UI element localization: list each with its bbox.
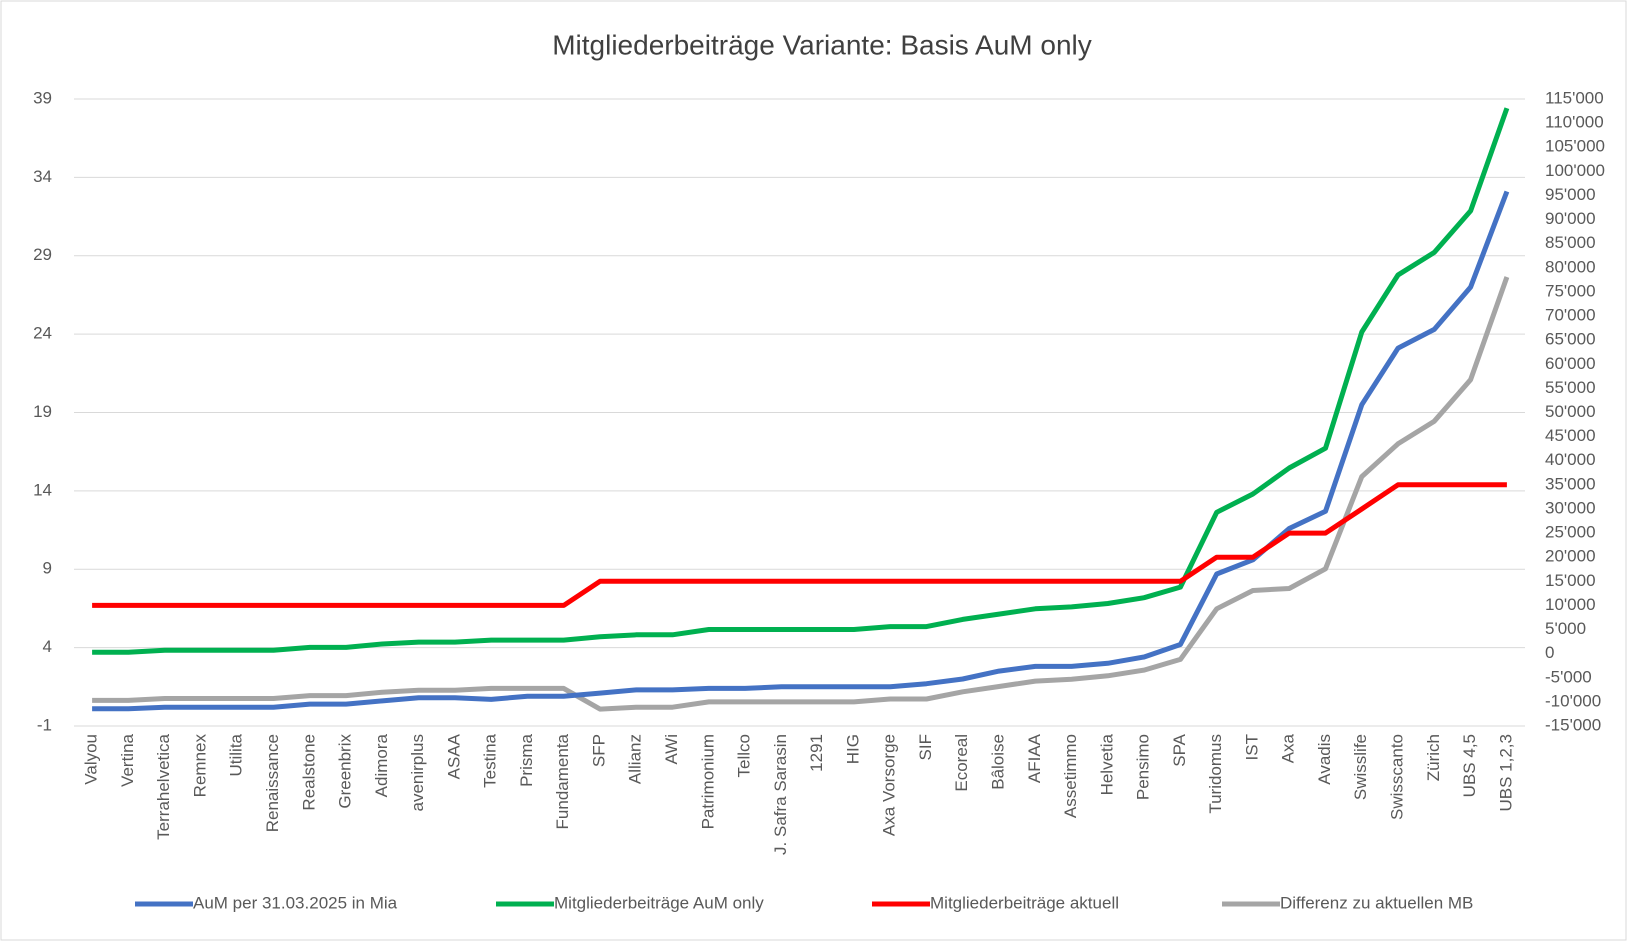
chart-title: Mitgliederbeiträge Variante: Basis AuM o…	[552, 29, 1092, 60]
x-tick-label: Helvetia	[1097, 733, 1116, 795]
y-tick-label: 9	[43, 559, 52, 578]
y-tick-label: 14	[33, 480, 52, 499]
y2-tick-label: 40'000	[1545, 450, 1596, 469]
x-tick-label: ASAA	[444, 733, 463, 779]
x-tick-label: Axa	[1279, 733, 1298, 763]
x-tick-label: Allianz	[626, 734, 645, 784]
x-tick-label: Avadis	[1315, 734, 1334, 785]
x-tick-label: SFP	[589, 734, 608, 767]
y2-tick-label: 55'000	[1545, 378, 1596, 397]
y2-tick-label: 115'000	[1545, 88, 1604, 107]
y2-tick-label: 60'000	[1545, 354, 1596, 373]
x-tick-label: SPA	[1170, 733, 1189, 766]
x-tick-label: Utilita	[227, 733, 246, 776]
y2-tick-label: 25'000	[1545, 523, 1596, 542]
x-tick-label: Zürich	[1424, 734, 1443, 781]
legend-label: Mitgliederbeiträge aktuell	[930, 893, 1119, 912]
x-tick-label: Terrahelvetica	[154, 733, 173, 839]
x-tick-label: SIF	[916, 734, 935, 760]
y2-tick-label: 100'000	[1545, 161, 1605, 180]
legend-label: Mitgliederbeiträge AuM only	[554, 893, 764, 912]
x-tick-label: Swisslife	[1351, 734, 1370, 800]
y2-tick-label: -5'000	[1545, 667, 1592, 686]
y2-tick-label: 45'000	[1545, 426, 1596, 445]
x-tick-label: Greenbrix	[336, 734, 355, 809]
x-tick-label: avenirplus	[408, 734, 427, 812]
x-tick-label: Swisscanto	[1388, 734, 1407, 820]
y2-tick-label: 30'000	[1545, 498, 1596, 517]
line-series	[92, 482, 1507, 608]
x-tick-label: AFIAA	[1025, 733, 1044, 783]
x-tick-label: 1291	[807, 734, 826, 772]
y-tick-label: 34	[33, 167, 52, 186]
y2-tick-label: 75'000	[1545, 281, 1596, 300]
x-tick-label: Assetimmo	[1061, 734, 1080, 818]
x-tick-label: Prisma	[517, 733, 536, 786]
y2-tick-label: 80'000	[1545, 257, 1596, 276]
x-tick-label: UBS 4,5	[1460, 734, 1479, 797]
x-tick-label: AWi	[662, 734, 681, 765]
x-tick-label: Turidomus	[1206, 734, 1225, 814]
x-tick-label: Pensimo	[1134, 734, 1153, 800]
y2-tick-label: 35'000	[1545, 474, 1596, 493]
y2-tick-label: 15'000	[1545, 571, 1596, 590]
y-tick-label: 24	[33, 324, 52, 343]
y2-tick-label: 90'000	[1545, 209, 1596, 228]
x-tick-label: Remnex	[190, 734, 209, 798]
x-tick-label: Patrimonium	[698, 734, 717, 829]
x-tick-label: IST	[1242, 734, 1261, 760]
x-tick-label: Valyou	[82, 734, 101, 785]
x-tick-label: Renaissance	[263, 734, 282, 832]
legend-label: AuM per 31.03.2025 in Mia	[193, 893, 398, 912]
y2-tick-label: -15'000	[1545, 715, 1601, 734]
x-tick-label: UBS 1,2,3	[1496, 734, 1515, 812]
y-tick-label: 4	[43, 637, 52, 656]
y2-tick-label: -10'000	[1545, 691, 1601, 710]
legend-label: Differenz zu aktuellen MB	[1280, 893, 1473, 912]
y-tick-label: 29	[33, 245, 52, 264]
y2-tick-label: 95'000	[1545, 185, 1596, 204]
y2-tick-label: 0	[1545, 643, 1554, 662]
y2-tick-label: 20'000	[1545, 547, 1596, 566]
x-tick-label: Tellco	[735, 734, 754, 777]
x-tick-label: Testina	[481, 733, 500, 787]
line-series	[92, 107, 1510, 655]
x-tick-label: J. Safra Sarasin	[771, 734, 790, 855]
x-tick-label: Realstone	[299, 734, 318, 811]
y2-tick-label: 50'000	[1545, 402, 1596, 421]
x-tick-label: Adimora	[372, 733, 391, 797]
y2-tick-label: 110'000	[1545, 113, 1604, 132]
y-tick-label: -1	[37, 715, 52, 734]
y-tick-label: 19	[33, 402, 52, 421]
y2-tick-label: 85'000	[1545, 233, 1596, 252]
y2-tick-label: 105'000	[1545, 137, 1605, 156]
y2-tick-label: 70'000	[1545, 306, 1596, 325]
x-tick-label: Axa Vorsorge	[880, 734, 899, 836]
x-tick-label: Bâloise	[988, 734, 1007, 790]
x-tick-label: HIG	[843, 734, 862, 764]
y2-tick-label: 5'000	[1545, 619, 1586, 638]
x-tick-label: Fundamenta	[553, 733, 572, 829]
y2-tick-label: 10'000	[1545, 595, 1596, 614]
y2-tick-label: 65'000	[1545, 330, 1596, 349]
y-tick-label: 39	[33, 88, 52, 107]
x-tick-label: Ecoreal	[952, 734, 971, 792]
x-tick-label: Vertina	[118, 733, 137, 786]
line-series	[92, 276, 1510, 712]
